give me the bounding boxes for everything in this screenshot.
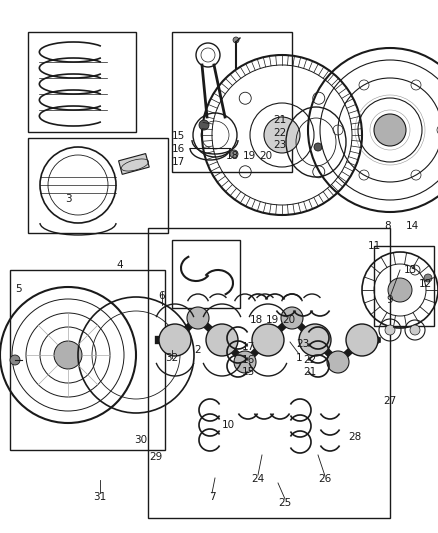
Circle shape <box>314 143 322 151</box>
Circle shape <box>233 37 239 43</box>
Text: 14: 14 <box>406 221 419 231</box>
Text: 9: 9 <box>387 295 393 305</box>
Circle shape <box>187 307 209 329</box>
Text: 20: 20 <box>259 151 272 161</box>
Circle shape <box>374 114 406 146</box>
Circle shape <box>346 324 378 356</box>
Text: 15: 15 <box>241 367 254 377</box>
Text: 16: 16 <box>241 355 254 365</box>
Text: 32: 32 <box>166 353 179 363</box>
Text: 17: 17 <box>171 157 185 167</box>
Bar <box>28 138 168 233</box>
Text: 18: 18 <box>249 315 263 325</box>
Text: 25: 25 <box>279 498 292 508</box>
Text: 20: 20 <box>283 315 296 325</box>
Circle shape <box>234 351 256 373</box>
Circle shape <box>327 351 349 373</box>
Text: 5: 5 <box>15 284 21 294</box>
Text: 31: 31 <box>93 492 106 502</box>
Text: 23: 23 <box>297 339 310 349</box>
Text: 21: 21 <box>304 367 317 377</box>
Text: 8: 8 <box>385 221 391 231</box>
Text: 7: 7 <box>208 492 215 502</box>
Text: 27: 27 <box>383 396 397 406</box>
Text: 24: 24 <box>251 474 265 484</box>
Bar <box>172 240 240 308</box>
Circle shape <box>388 278 412 302</box>
Circle shape <box>281 307 303 329</box>
Bar <box>119 154 149 174</box>
Text: 4: 4 <box>117 260 124 270</box>
Text: 22: 22 <box>273 128 286 138</box>
Text: 23: 23 <box>273 140 286 150</box>
Text: 28: 28 <box>348 432 362 442</box>
Text: 22: 22 <box>304 355 317 365</box>
Bar <box>10 270 165 450</box>
Circle shape <box>252 324 284 356</box>
Text: 12: 12 <box>418 279 431 289</box>
Text: 16: 16 <box>171 144 185 154</box>
Text: 30: 30 <box>134 435 148 445</box>
Circle shape <box>159 324 191 356</box>
Text: 21: 21 <box>273 115 286 125</box>
Text: 17: 17 <box>241 342 254 352</box>
Circle shape <box>410 325 420 335</box>
Text: 6: 6 <box>159 291 165 301</box>
Text: 19: 19 <box>265 315 279 325</box>
Circle shape <box>299 324 331 356</box>
Text: 11: 11 <box>367 241 381 251</box>
Bar <box>28 32 136 132</box>
Circle shape <box>372 336 380 344</box>
Circle shape <box>199 120 209 130</box>
Bar <box>172 32 292 172</box>
Circle shape <box>424 274 432 282</box>
Circle shape <box>54 341 82 369</box>
Text: 26: 26 <box>318 474 332 484</box>
Text: 15: 15 <box>171 131 185 141</box>
Text: 1: 1 <box>296 353 302 363</box>
Bar <box>374 246 434 326</box>
Text: 13: 13 <box>403 265 417 275</box>
Text: 2: 2 <box>194 345 201 355</box>
Circle shape <box>385 325 395 335</box>
Text: 10: 10 <box>222 420 235 430</box>
Circle shape <box>264 117 300 153</box>
Text: 3: 3 <box>65 194 71 204</box>
Circle shape <box>206 324 238 356</box>
Circle shape <box>230 150 238 158</box>
Circle shape <box>10 355 20 365</box>
Bar <box>148 228 390 518</box>
Text: 29: 29 <box>149 452 162 462</box>
Text: 18: 18 <box>226 151 239 161</box>
Text: 19: 19 <box>242 151 256 161</box>
